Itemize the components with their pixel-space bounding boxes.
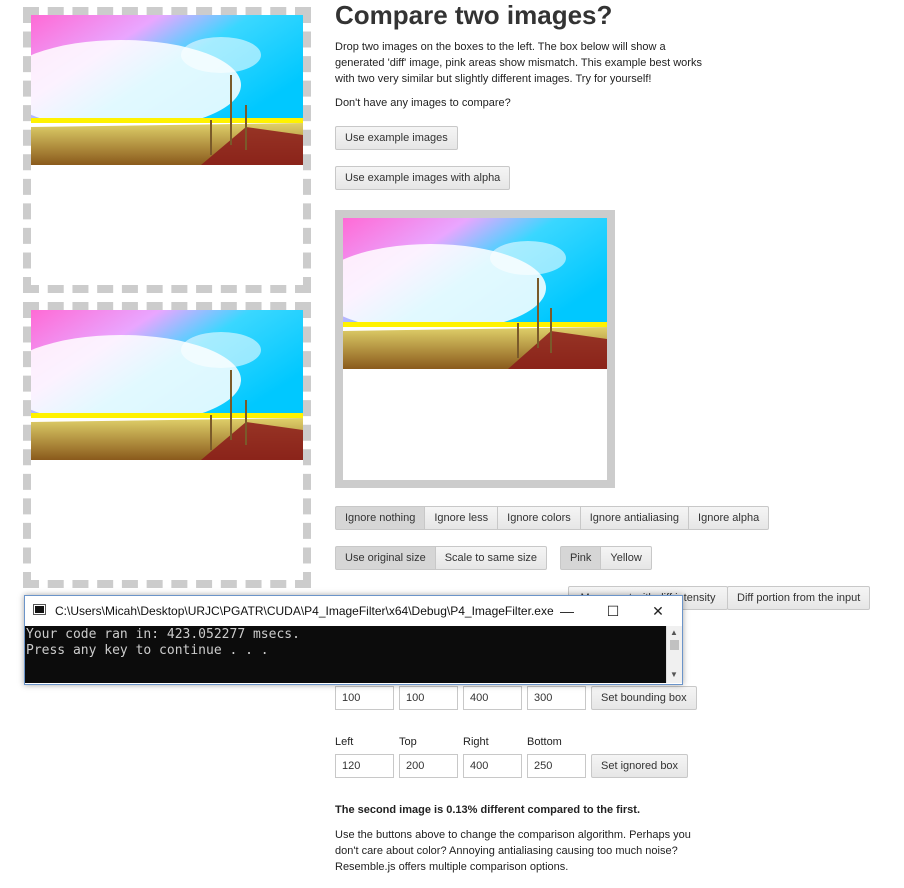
page-title: Compare two images? (335, 0, 613, 30)
ignore-options-group: Ignore nothing Ignore less Ignore colors… (335, 506, 770, 530)
first-image (31, 15, 303, 165)
set-ignored-box-button[interactable]: Set ignored box (591, 754, 689, 778)
use-example-alpha-button[interactable]: Use example images with alpha (335, 166, 511, 190)
console-app-icon (33, 604, 46, 615)
console-titlebar[interactable]: C:\Users\Micah\Desktop\URJC\PGATR\CUDA\P… (25, 596, 682, 626)
ignore-nothing-button[interactable]: Ignore nothing (335, 506, 426, 530)
diff-portion-button[interactable]: Diff portion from the input (727, 586, 871, 610)
ignored-top-input[interactable]: 200 (399, 754, 458, 778)
scroll-thumb[interactable] (670, 640, 679, 650)
console-output: Your code ran in: 423.052277 msecs. Pres… (25, 626, 666, 683)
ignore-less-button[interactable]: Ignore less (424, 506, 499, 530)
close-button[interactable]: ✕ (652, 602, 664, 619)
console-title: C:\Users\Micah\Desktop\URJC\PGATR\CUDA\P… (55, 604, 554, 618)
console-scrollbar[interactable]: ▲ ▼ (666, 626, 682, 683)
ignore-colors-button[interactable]: Ignore colors (497, 506, 581, 530)
bounding-top-input[interactable]: 100 (399, 686, 458, 710)
console-line: Your code ran in: 423.052277 msecs. (26, 627, 300, 642)
ignored-right-label: Right (463, 736, 489, 748)
scroll-down-arrow-icon[interactable]: ▼ (670, 670, 678, 679)
console-window[interactable]: C:\Users\Micah\Desktop\URJC\PGATR\CUDA\P… (24, 595, 683, 685)
maximize-button[interactable]: ☐ (606, 602, 620, 619)
use-example-images-button[interactable]: Use example images (335, 126, 458, 150)
yellow-button[interactable]: Yellow (600, 546, 652, 570)
comparison-result: The second image is 0.13% different comp… (335, 804, 641, 816)
ignored-bottom-label: Bottom (527, 736, 562, 748)
second-image (31, 310, 303, 460)
bounding-right-input[interactable]: 400 (463, 686, 522, 710)
pink-button[interactable]: Pink (560, 546, 602, 570)
image-drop-zone-2[interactable] (23, 302, 311, 588)
set-bounding-box-button[interactable]: Set bounding box (591, 686, 697, 710)
image-drop-zone-1[interactable] (23, 7, 311, 293)
help-text: Use the buttons above to change the comp… (335, 829, 691, 873)
ignore-alpha-button[interactable]: Ignore alpha (688, 506, 770, 530)
diff-image-box (335, 210, 615, 488)
ignored-left-label: Left (335, 736, 354, 748)
ignored-left-input[interactable]: 120 (335, 754, 394, 778)
bounding-left-input[interactable]: 100 (335, 686, 394, 710)
minimize-button[interactable]: — (560, 603, 574, 619)
use-original-size-button[interactable]: Use original size (335, 546, 436, 570)
size-options-group: Use original size Scale to same size (335, 546, 548, 570)
bounding-bottom-input[interactable]: 300 (527, 686, 586, 710)
scale-to-same-size-button[interactable]: Scale to same size (434, 546, 548, 570)
no-images-text: Don't have any images to compare? (335, 97, 511, 109)
color-options-group: Pink Yellow (560, 546, 652, 570)
diff-image (343, 218, 607, 369)
console-line: Press any key to continue . . . (26, 643, 269, 658)
ignore-antialiasing-button[interactable]: Ignore antialiasing (579, 506, 690, 530)
intro-text: Drop two images on the boxes to the left… (335, 41, 702, 85)
ignored-right-input[interactable]: 400 (463, 754, 522, 778)
ignored-top-label: Top (399, 736, 417, 748)
ignored-bottom-input[interactable]: 250 (527, 754, 586, 778)
scroll-up-arrow-icon[interactable]: ▲ (670, 628, 678, 637)
